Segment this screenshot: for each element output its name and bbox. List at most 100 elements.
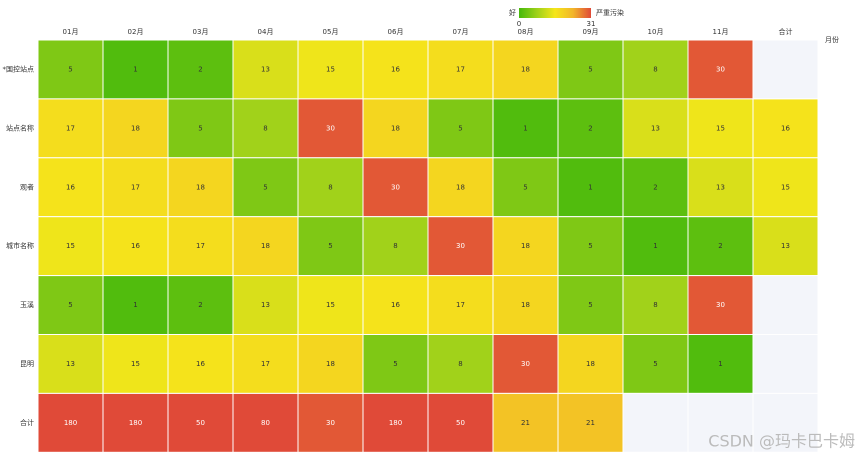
heat-cell xyxy=(167,39,234,100)
heat-cell xyxy=(167,275,234,336)
cell-label: 2 xyxy=(718,242,722,250)
cell-label: 18 xyxy=(391,124,400,132)
heat-cell xyxy=(492,98,559,159)
heat-cell xyxy=(37,39,104,100)
cell-label: 18 xyxy=(131,124,140,132)
legend-min: 0 xyxy=(517,20,521,28)
cell-label: 21 xyxy=(521,419,530,427)
cell-label: 15 xyxy=(326,301,335,309)
cell-label: 18 xyxy=(326,360,335,368)
cell-label: 5 xyxy=(523,183,527,191)
heat-cell xyxy=(232,275,299,336)
heat-cell xyxy=(102,216,169,277)
heat-cell xyxy=(102,39,169,100)
heat-cell xyxy=(167,98,234,159)
heat-cell xyxy=(492,275,559,336)
cell-label: 1 xyxy=(653,242,657,250)
cell-label: 30 xyxy=(716,65,725,73)
cell-label: 5 xyxy=(393,360,397,368)
heat-cell xyxy=(102,157,169,218)
heat-cell xyxy=(297,98,364,159)
y-tick-label: 观者 xyxy=(20,183,34,191)
cell-label: 1 xyxy=(718,360,722,368)
x-axis-name: 月份 xyxy=(825,35,839,44)
cell-label: 5 xyxy=(653,360,657,368)
cell-label: 180 xyxy=(64,419,77,427)
cell-label: 13 xyxy=(261,65,270,73)
cell-label: 13 xyxy=(781,242,790,250)
cell-label: 5 xyxy=(263,183,267,191)
cell-label: 1 xyxy=(133,301,137,309)
cell-label: 16 xyxy=(66,183,75,191)
heat-cell xyxy=(362,157,429,218)
heat-cell xyxy=(362,98,429,159)
x-tick-label: 09月 xyxy=(583,28,599,36)
cell-label: 17 xyxy=(131,183,140,191)
heat-cell xyxy=(492,157,559,218)
cell-label: 16 xyxy=(781,124,790,132)
cell-label: 21 xyxy=(586,419,595,427)
cell-label: 8 xyxy=(653,65,657,73)
x-tick-label: 05月 xyxy=(323,28,339,36)
heat-cell xyxy=(752,216,819,277)
cell-label: 8 xyxy=(458,360,462,368)
heat-cell xyxy=(687,216,754,277)
legend-high-label: 严重污染 xyxy=(596,8,624,17)
heat-cell xyxy=(232,216,299,277)
cell-label: 30 xyxy=(716,301,725,309)
heat-cell xyxy=(492,392,559,453)
empty-cell xyxy=(622,392,689,453)
cell-label: 30 xyxy=(521,360,530,368)
x-tick-label: 08月 xyxy=(518,28,534,36)
heat-cell xyxy=(37,334,104,394)
y-tick-label: 昆明 xyxy=(20,360,34,368)
heat-cell xyxy=(362,275,429,336)
cell-label: 18 xyxy=(456,183,465,191)
heat-cell xyxy=(492,39,559,100)
x-tick-label: 06月 xyxy=(388,28,404,36)
heat-cell xyxy=(102,275,169,336)
cell-label: 1 xyxy=(133,65,137,73)
x-tick-label: 11月 xyxy=(713,28,729,36)
x-tick-label: 04月 xyxy=(258,28,274,36)
heat-cell xyxy=(687,334,754,394)
cell-label: 18 xyxy=(196,183,205,191)
cell-label: 18 xyxy=(586,360,595,368)
cell-label: 16 xyxy=(131,242,140,250)
cell-label: 5 xyxy=(328,242,332,250)
cell-label: 30 xyxy=(326,419,335,427)
cell-label: 30 xyxy=(456,242,465,250)
x-tick-label: 01月 xyxy=(63,28,79,36)
cell-label: 8 xyxy=(653,301,657,309)
heat-cell xyxy=(492,216,559,277)
heat-cell xyxy=(167,392,234,453)
x-tick-label: 10月 xyxy=(648,28,664,36)
cell-label: 80 xyxy=(261,419,270,427)
cell-label: 13 xyxy=(261,301,270,309)
heat-cell xyxy=(427,392,494,453)
y-tick-label: *国控站点 xyxy=(3,64,35,73)
empty-cell xyxy=(752,275,819,336)
cell-label: 16 xyxy=(196,360,205,368)
heat-cell xyxy=(37,216,104,277)
cell-label: 5 xyxy=(198,124,202,132)
heat-cell xyxy=(492,334,559,394)
heat-cell xyxy=(557,334,624,394)
empty-cell xyxy=(687,392,754,453)
empty-cell xyxy=(752,334,819,394)
cell-label: 17 xyxy=(196,242,205,250)
cell-label: 13 xyxy=(716,183,725,191)
y-tick-label: 玉溪 xyxy=(20,300,34,309)
x-tick-label: 07月 xyxy=(453,28,469,36)
cell-label: 5 xyxy=(588,242,592,250)
heat-cell xyxy=(622,39,689,100)
heat-cell xyxy=(362,39,429,100)
cell-label: 180 xyxy=(129,419,142,427)
cell-label: 5 xyxy=(68,301,72,309)
cell-label: 17 xyxy=(261,360,270,368)
heat-cell xyxy=(297,216,364,277)
heat-cell xyxy=(622,334,689,394)
heat-cell xyxy=(362,334,429,394)
cell-label: 1 xyxy=(588,183,592,191)
